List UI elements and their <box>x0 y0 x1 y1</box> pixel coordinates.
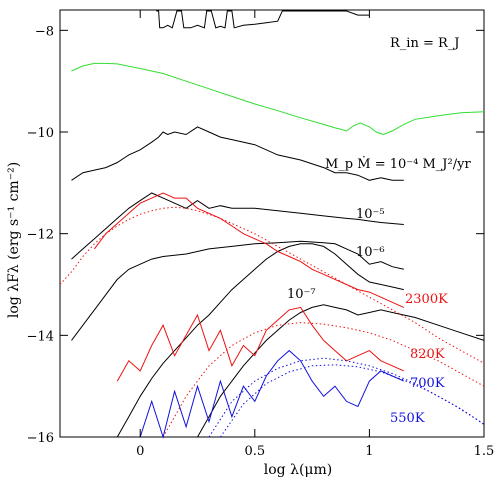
series-line-7 <box>94 192 405 308</box>
rin-annotation: R_in = R_J <box>390 36 459 51</box>
series-line-3 <box>71 192 404 260</box>
acc7-annotation: 10⁻⁷ <box>287 287 316 302</box>
t700-annotation: 700K <box>410 376 445 391</box>
series-line-4 <box>71 240 404 341</box>
series-line-12 <box>208 357 485 438</box>
x-tick-label-3: 1.5 <box>474 444 495 459</box>
label-layer: 0 0.5 1 1.5 −8 −10 −12 −14 −16 <box>27 24 495 459</box>
acc5-annotation: 10⁻⁵ <box>356 207 385 222</box>
x-axis-label: log λ(μm) <box>264 462 333 478</box>
x-tick-label-2: 1 <box>365 444 373 459</box>
series-line-13 <box>219 364 485 438</box>
series-line-11 <box>139 349 405 439</box>
series-layer <box>59 10 485 439</box>
y-tick-label-0: −8 <box>35 24 54 39</box>
accretion-annotation: M_p Ṁ = 10⁻⁴ M_J²/yr <box>325 155 471 172</box>
series-line-8 <box>59 206 485 364</box>
x-tick-label-1: 0.5 <box>244 444 265 459</box>
series-line-10 <box>162 322 485 438</box>
y-tick-label-1: −10 <box>27 126 54 141</box>
acc6-annotation: 10⁻⁶ <box>356 245 385 260</box>
plot-frame <box>59 9 485 438</box>
series-line-9 <box>116 306 405 382</box>
y-tick-label-4: −16 <box>27 431 54 446</box>
t2300-annotation: 2300K <box>405 292 448 307</box>
tick-layer <box>60 10 485 438</box>
series-line-0 <box>156 10 370 29</box>
series-line-6 <box>197 304 485 438</box>
x-tick-label-0: 0 <box>136 444 144 459</box>
t820-annotation: 820K <box>410 347 445 362</box>
y-axis-label: log λFλ (erg s⁻¹ cm⁻²) <box>6 162 22 318</box>
t550-annotation: 550K <box>390 411 425 426</box>
y-tick-label-2: −12 <box>27 228 54 243</box>
y-tick-label-3: −14 <box>27 329 54 344</box>
series-line-2 <box>71 126 404 181</box>
series-line-5 <box>116 243 404 438</box>
series-line-1 <box>71 62 485 136</box>
